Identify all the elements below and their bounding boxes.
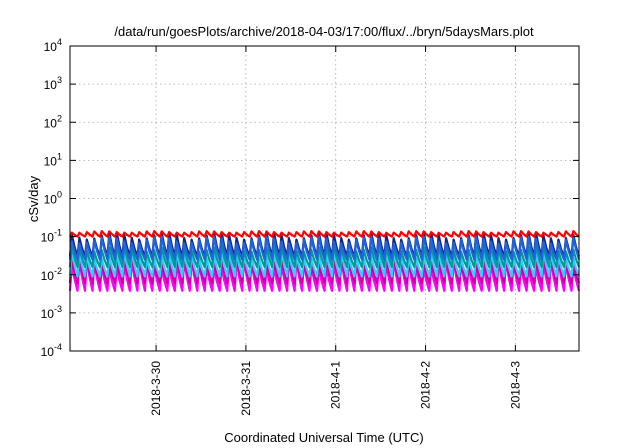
x-tick-label: 2018-4-3 [508, 361, 522, 409]
y-tick-label: 101 [44, 151, 62, 168]
x-tick-label: 2018-4-1 [329, 361, 343, 409]
y-tick-label: 10-2 [41, 266, 62, 283]
series-line [69, 230, 580, 238]
series-layer [68, 230, 581, 292]
y-tick-label: 103 [44, 75, 62, 92]
y-tick-label: 10-1 [41, 228, 62, 245]
y-tick-label: 102 [44, 113, 62, 130]
x-axis-label: Coordinated Universal Time (UTC) [224, 430, 423, 445]
x-tick-label: 2018-3-30 [149, 361, 163, 416]
y-tick-label: 10-4 [41, 342, 62, 359]
y-tick-label: 104 [44, 37, 62, 54]
x-axis: 2018-3-30 2018-3-31 2018-4-1 2018-4-2 2018-4… [149, 46, 522, 416]
chart-title: /data/run/goesPlots/archive/2018-04-03/1… [114, 24, 534, 39]
y-tick-label: 100 [44, 190, 62, 207]
y-axis: 10-4 10-3 10-2 10-1 100 101 102 103 104 [41, 37, 579, 359]
y-tick-label: 10-3 [41, 304, 62, 321]
y-axis-label: cSv/day [26, 175, 41, 222]
x-tick-label: 2018-3-31 [239, 361, 253, 416]
series-line [68, 235, 581, 261]
x-tick-label: 2018-4-2 [419, 361, 433, 409]
